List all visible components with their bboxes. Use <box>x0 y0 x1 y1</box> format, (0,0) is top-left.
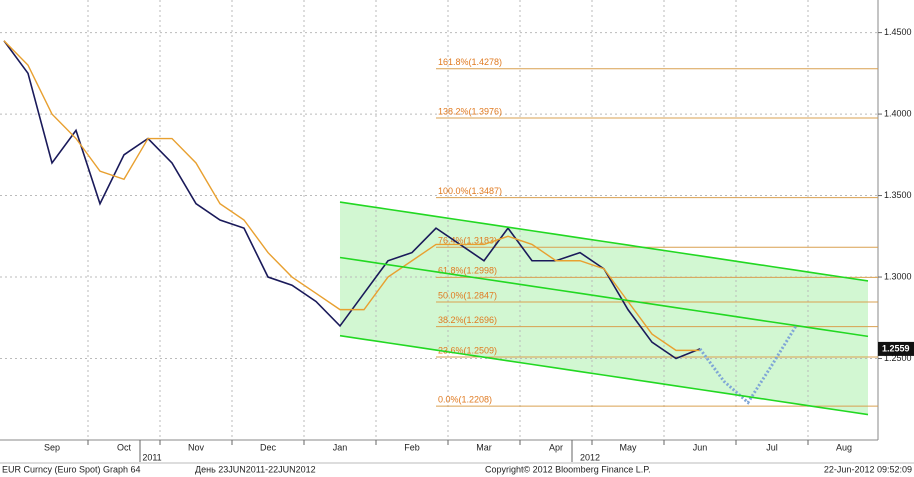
x-tick-label: May <box>619 442 637 452</box>
fib-label: 38.2%(1.2696) <box>438 315 497 325</box>
footer-timestamp: 22-Jun-2012 09:52:09 <box>824 464 912 474</box>
fib-label: 161.8%(1.4278) <box>438 57 502 67</box>
fib-label: 23.6%(1.2509) <box>438 345 497 355</box>
year-label: 2011 <box>142 452 161 462</box>
fib-label: 61.8%(1.2998) <box>438 266 497 276</box>
fib-label: 0.0%(1.2208) <box>438 394 492 404</box>
series-line <box>339 256 869 338</box>
y-tick-label: 1.4000 <box>884 108 912 118</box>
x-tick-label: Apr <box>549 442 563 452</box>
y-tick-label: 1.3000 <box>884 271 912 281</box>
x-tick-label: Oct <box>117 442 132 452</box>
series-line <box>339 201 869 282</box>
y-tick-label: 1.2500 <box>884 353 912 363</box>
fib-label: 50.0%(1.2847) <box>438 290 497 300</box>
x-tick-label: Jan <box>333 442 348 452</box>
y-tick-label: 1.3500 <box>884 190 912 200</box>
fib-label: 100.0%(1.3487) <box>438 186 502 196</box>
series-line <box>3 40 700 352</box>
footer-range: День 23JUN2011-22JUN2012 <box>195 464 316 474</box>
y-tick-label: 1.4500 <box>884 27 912 37</box>
series-line <box>339 334 869 416</box>
x-tick-label: Feb <box>404 442 420 452</box>
x-tick-label: Dec <box>260 442 277 452</box>
fib-label: 76.4%(1.3183) <box>438 236 497 246</box>
last-price-label: 1.2559 <box>882 343 910 353</box>
x-tick-label: Nov <box>188 442 205 452</box>
x-tick-label: Jul <box>766 442 778 452</box>
x-tick-label: Aug <box>836 442 852 452</box>
footer-left: EUR Curncy (Euro Spot) Graph 64 <box>2 464 141 474</box>
series-line <box>698 325 798 405</box>
year-label: 2012 <box>580 452 600 462</box>
x-tick-label: Mar <box>476 442 492 452</box>
x-tick-label: Jun <box>693 442 708 452</box>
last-price-box <box>878 341 914 356</box>
footer-copyright: Copyright© 2012 Bloomberg Finance L.P. <box>485 464 651 474</box>
x-tick-label: Sep <box>44 442 60 452</box>
fib-label: 138.2%(1.3976) <box>438 106 502 116</box>
